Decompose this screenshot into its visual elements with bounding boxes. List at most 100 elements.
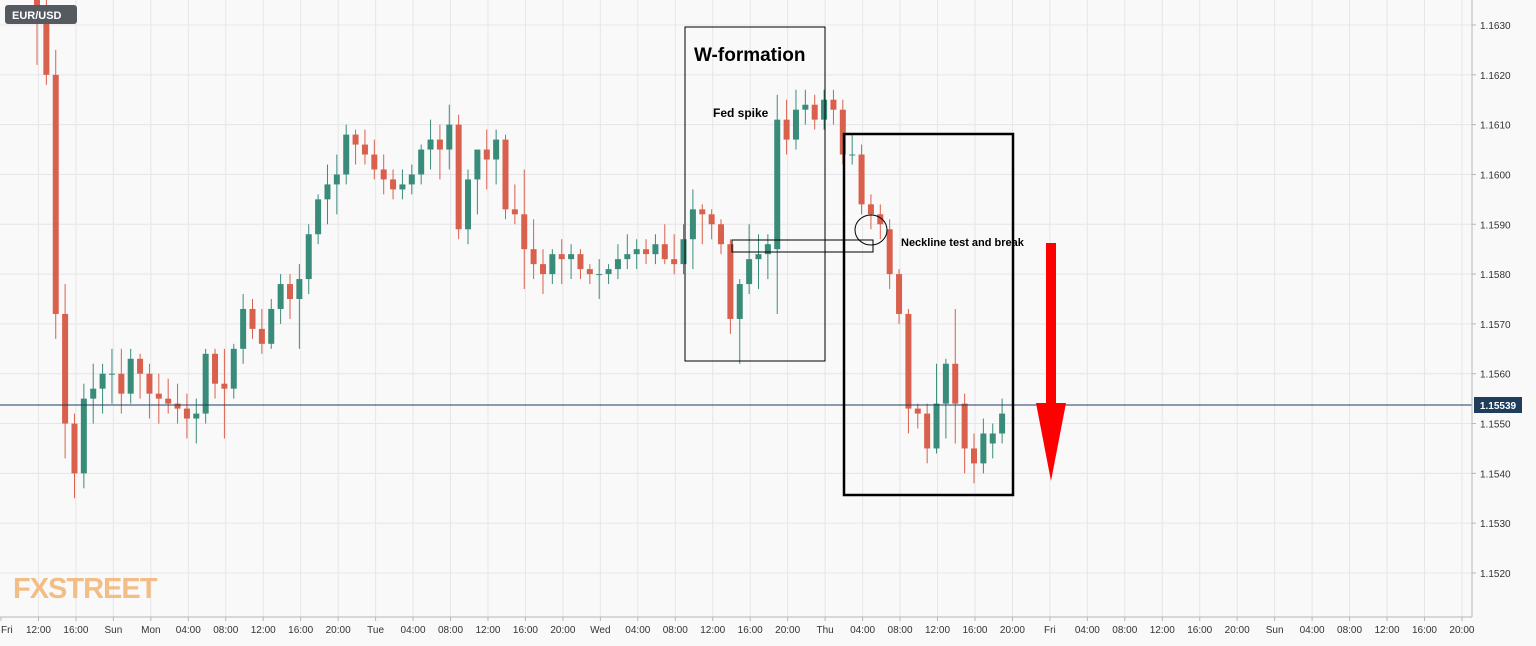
x-tick-label: Fri xyxy=(1,625,13,636)
candle xyxy=(811,94,818,130)
candle-body xyxy=(483,149,490,160)
x-tick-label: 08:00 xyxy=(1112,625,1137,636)
candle-body xyxy=(137,358,144,374)
candle xyxy=(137,353,144,399)
candle xyxy=(427,119,434,170)
x-tick-label: 16:00 xyxy=(962,625,987,636)
x-tick-label: Thu xyxy=(817,625,834,636)
price-label-bg xyxy=(1474,397,1522,413)
candle-body xyxy=(521,214,528,250)
x-tick-label: 20:00 xyxy=(1000,625,1025,636)
candle xyxy=(380,154,387,195)
candle-body xyxy=(718,224,725,245)
candle-body xyxy=(671,259,678,265)
candle xyxy=(764,234,771,280)
y-tick-label: 1.1610 xyxy=(1480,121,1511,132)
candle xyxy=(989,423,996,459)
candle-body xyxy=(146,373,153,394)
y-tick-label: 1.1560 xyxy=(1480,370,1511,381)
x-tick-label: Sun xyxy=(1266,625,1284,636)
candle xyxy=(914,403,921,429)
w-formation-label: W-formation xyxy=(694,45,806,66)
candles xyxy=(34,0,1006,499)
breakdown-box xyxy=(842,132,1015,497)
fed-spike-label: Fed spike xyxy=(713,106,769,120)
candle-body xyxy=(596,274,603,276)
candle-body xyxy=(502,139,509,210)
x-tick-label: 04:00 xyxy=(176,625,201,636)
candle xyxy=(165,378,172,414)
candle-body xyxy=(764,244,771,255)
candle-body xyxy=(446,124,453,150)
candle xyxy=(961,393,968,474)
candle xyxy=(643,239,650,265)
candle-body xyxy=(399,184,406,190)
candle-body xyxy=(802,104,809,110)
candle xyxy=(258,308,265,354)
x-tick-label: Mon xyxy=(141,625,160,636)
candle-body xyxy=(80,398,87,474)
candle xyxy=(268,299,275,349)
candle xyxy=(624,234,631,270)
candle-body xyxy=(989,433,996,444)
candle-body xyxy=(661,244,668,260)
candle xyxy=(867,194,874,230)
candle-body xyxy=(52,74,59,314)
candle-body xyxy=(268,308,275,344)
candle xyxy=(315,194,322,245)
down-arrow-head xyxy=(1036,403,1066,481)
x-tick-label: 20:00 xyxy=(1449,625,1474,636)
candle xyxy=(661,224,668,265)
candle xyxy=(183,393,190,439)
candle-body xyxy=(971,448,977,464)
candle-body xyxy=(914,408,921,414)
candle xyxy=(549,249,556,285)
x-tick-label: Fri xyxy=(1044,625,1056,636)
candle-body xyxy=(127,358,134,394)
x-tick-label: 08:00 xyxy=(213,625,238,636)
candle-body xyxy=(699,209,706,215)
candle xyxy=(671,234,678,275)
candle-body xyxy=(455,124,462,230)
candle-body xyxy=(586,269,593,275)
candle xyxy=(155,373,162,424)
candle-body xyxy=(530,249,537,265)
candle-body xyxy=(633,249,640,255)
candle-body xyxy=(624,254,631,260)
x-tick-label: 12:00 xyxy=(251,625,276,636)
candle-body xyxy=(839,109,846,155)
candle-body xyxy=(867,204,874,215)
candle xyxy=(530,219,537,280)
candle-body xyxy=(315,199,322,235)
x-tick-label: 08:00 xyxy=(438,625,463,636)
candle-body xyxy=(652,244,659,255)
candle xyxy=(558,239,565,285)
candle xyxy=(502,134,509,220)
candle-body xyxy=(408,174,415,185)
x-tick-label: 16:00 xyxy=(1187,625,1212,636)
candle-body xyxy=(980,433,987,464)
candle-body xyxy=(999,413,1006,434)
candle xyxy=(802,89,809,125)
candle-body xyxy=(90,388,97,399)
candle xyxy=(324,164,331,225)
candle-body xyxy=(221,383,228,389)
price-label: 1.15539 xyxy=(1474,397,1522,413)
candle xyxy=(586,264,593,285)
candle xyxy=(146,363,153,419)
candle-body xyxy=(249,308,256,329)
candle-body xyxy=(942,363,949,404)
candle xyxy=(465,169,472,245)
candle xyxy=(333,154,340,215)
candle-body xyxy=(230,348,237,389)
candle xyxy=(792,89,799,150)
x-tick-label: 20:00 xyxy=(775,625,800,636)
candle-body xyxy=(183,408,190,419)
candle-body xyxy=(296,279,303,299)
candle-body xyxy=(511,209,518,215)
candle-body xyxy=(352,134,359,145)
y-tick-label: 1.1600 xyxy=(1480,170,1511,181)
candle xyxy=(371,139,378,180)
candle xyxy=(277,274,284,324)
